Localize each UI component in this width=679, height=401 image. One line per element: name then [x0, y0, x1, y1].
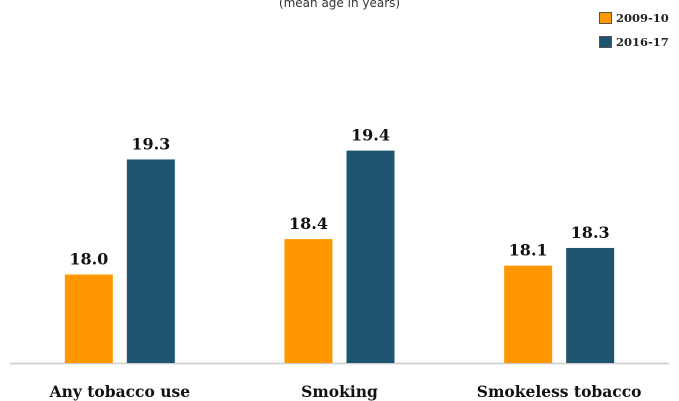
data-label-2016-17-2: 18.3 [571, 223, 610, 242]
bar-2016-17-2 [566, 247, 615, 363]
legend-swatch-2009-10 [599, 11, 612, 24]
chart-subtitle: (mean age in years) [278, 0, 401, 10]
bar-2016-17-0 [126, 159, 175, 363]
bar-2016-17-1 [346, 150, 395, 363]
chart-legend: 2009-10 2016-17 [599, 10, 669, 58]
data-label-2009-10-2: 18.1 [509, 241, 548, 260]
legend-label-2016-17: 2016-17 [616, 34, 669, 49]
category-label-1: Smoking [301, 382, 378, 401]
data-label-2016-17-0: 19.3 [131, 134, 170, 153]
category-label-0: Any tobacco use [49, 382, 191, 401]
bar-2009-10-2 [504, 265, 553, 363]
bar-2009-10-0 [64, 274, 113, 363]
legend-label-2009-10: 2009-10 [616, 10, 669, 25]
category-label-2: Smokeless tobacco [477, 382, 642, 401]
data-label-2009-10-1: 18.4 [289, 214, 328, 233]
data-label-2009-10-0: 18.0 [69, 250, 108, 269]
legend-item-2009-10: 2009-10 [599, 10, 669, 25]
legend-swatch-2016-17 [599, 35, 612, 48]
legend-item-2016-17: 2016-17 [599, 34, 669, 49]
data-label-2016-17-1: 19.4 [351, 126, 390, 145]
bar-2009-10-1 [284, 239, 333, 363]
